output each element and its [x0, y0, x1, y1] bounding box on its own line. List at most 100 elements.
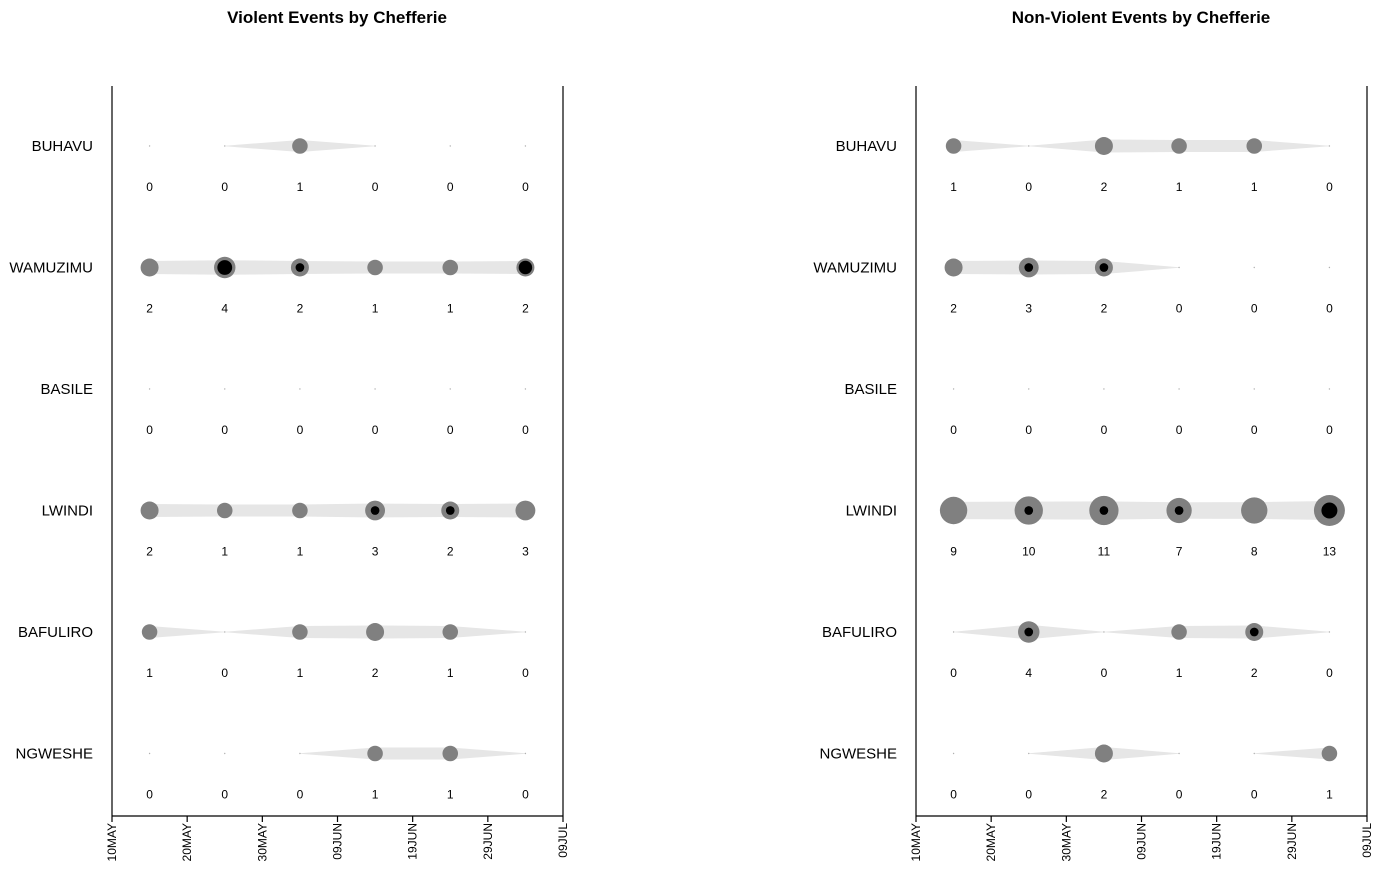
count-label: 0 [1025, 180, 1032, 194]
count-label: 2 [297, 302, 304, 316]
event-bubble [141, 624, 158, 640]
band-segment [299, 140, 376, 152]
count-label: 1 [1326, 788, 1333, 802]
count-label: 0 [522, 423, 529, 437]
empty-point [524, 145, 527, 147]
row-basile: 0 0 0 0 0 0 BASILE [844, 381, 1333, 437]
count-label: 0 [297, 423, 304, 437]
violent-bubble [1249, 627, 1259, 637]
violent-bubble [1024, 627, 1034, 637]
empty-point [1328, 631, 1331, 633]
row-bafuliro: 0 4 0 1 2 0 BAFULIRO [822, 621, 1333, 680]
count-label: 0 [221, 788, 228, 802]
band-segment [1103, 260, 1180, 275]
count-label: 0 [1176, 788, 1183, 802]
count-label: 0 [146, 423, 153, 437]
empty-point [1028, 752, 1030, 755]
empty-point [1103, 631, 1105, 633]
row-label: BAFULIRO [822, 624, 897, 641]
x-tick-label: 30MAY [255, 823, 269, 861]
empty-point [148, 388, 151, 390]
count-label: 8 [1251, 545, 1258, 559]
empty-point [148, 752, 151, 755]
x-tick-label: 09JUL [1360, 823, 1374, 858]
event-bubble [140, 258, 159, 277]
count-label: 11 [1098, 545, 1111, 559]
empty-point [1328, 388, 1331, 390]
count-label: 0 [221, 666, 228, 680]
count-label: 0 [372, 180, 379, 194]
band-segment [1254, 625, 1330, 639]
count-label: 0 [221, 423, 228, 437]
count-label: 0 [1251, 302, 1258, 316]
count-label: 2 [1251, 666, 1258, 680]
empty-point [449, 388, 451, 390]
count-label: 1 [1251, 180, 1258, 194]
count-label: 0 [1025, 423, 1032, 437]
count-label: 1 [372, 788, 379, 802]
event-bubble [945, 138, 962, 154]
band-segment [224, 260, 300, 275]
row-basile: 0 0 0 0 0 0 BASILE [40, 381, 529, 437]
count-label: 1 [146, 666, 153, 680]
count-label: 0 [522, 788, 529, 802]
empty-point [524, 752, 527, 755]
empty-point [1178, 388, 1180, 390]
count-label: 0 [297, 788, 304, 802]
count-label: 13 [1323, 545, 1337, 559]
empty-point [1178, 266, 1180, 269]
band-segment [450, 503, 526, 518]
count-label: 1 [447, 788, 454, 802]
empty-point [1328, 266, 1331, 269]
count-label: 1 [1176, 180, 1183, 194]
count-label: 4 [221, 302, 228, 316]
band-segment [1028, 746, 1104, 761]
row-label: BASILE [844, 381, 897, 398]
count-label: 0 [146, 788, 153, 802]
band-segment [299, 747, 376, 760]
row-wamuzimu: 2 4 2 1 1 2 WAMUZIMU [9, 256, 535, 316]
empty-point [1103, 388, 1105, 390]
band-segment [375, 503, 451, 518]
count-label: 0 [1326, 302, 1333, 316]
x-tick-label: 19JUN [406, 823, 420, 860]
band-segment [450, 260, 526, 275]
row-label: NGWESHE [819, 746, 897, 763]
count-label: 1 [297, 180, 304, 194]
event-bubble [292, 502, 308, 519]
count-label: 2 [447, 545, 454, 559]
violent-bubble [1099, 263, 1109, 272]
band-segment [1028, 501, 1104, 520]
count-label: 0 [1176, 423, 1183, 437]
band-segment [149, 260, 225, 275]
count-label: 0 [522, 666, 529, 680]
event-bubble [944, 258, 963, 277]
count-label: 9 [950, 545, 957, 559]
empty-point [524, 388, 527, 390]
count-label: 2 [950, 302, 957, 316]
band-segment [375, 261, 451, 274]
event-bubble [442, 745, 459, 762]
count-label: 3 [372, 545, 379, 559]
count-label: 1 [297, 545, 304, 559]
band-segment [1254, 501, 1330, 520]
empty-point [1253, 266, 1255, 269]
x-tick-label: 30MAY [1059, 823, 1073, 861]
violent-bubble [1174, 506, 1184, 515]
count-label: 1 [372, 302, 379, 316]
event-bubble [292, 138, 308, 154]
count-label: 1 [297, 666, 304, 680]
band-segment [299, 260, 376, 275]
x-tick-label: 20MAY [984, 823, 998, 861]
band-segment [1254, 747, 1330, 760]
empty-point [224, 145, 226, 147]
band-segment [1028, 139, 1104, 153]
empty-point [224, 752, 226, 755]
count-label: 2 [372, 666, 379, 680]
x-tick-label: 20MAY [180, 823, 194, 861]
empty-point [1253, 388, 1255, 390]
empty-point [952, 752, 955, 755]
count-label: 1 [950, 180, 957, 194]
count-label: 0 [1326, 666, 1333, 680]
count-label: 2 [522, 302, 529, 316]
